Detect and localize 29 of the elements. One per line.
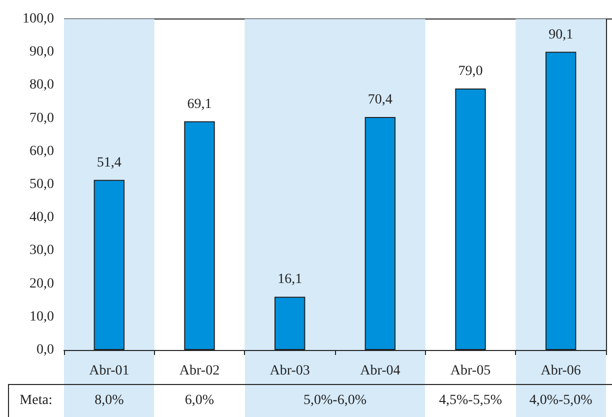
y-tick-label: 70,0 xyxy=(30,110,54,126)
data-label: 79,0 xyxy=(458,64,483,80)
y-tick-label: 10,0 xyxy=(30,309,54,324)
x-tick-label: Abr-02 xyxy=(179,364,220,378)
y-tick-label: 0,0 xyxy=(36,342,54,358)
text: Meta: xyxy=(20,393,52,409)
y-tick-label: 80,0 xyxy=(30,78,54,93)
x-tick-label: Abr-05 xyxy=(450,364,491,378)
text: 4,0%-5,0% xyxy=(529,393,592,409)
x-tick-label: Abr-03 xyxy=(270,364,310,378)
data-label: 70,4 xyxy=(368,92,392,108)
data-label: 16,1 xyxy=(278,272,302,288)
text: 5,0%-6,0% xyxy=(304,393,366,409)
y-tick-label: 100,0 xyxy=(22,12,54,26)
data-label: 90,1 xyxy=(548,27,574,42)
x-tick-label: Abr-01 xyxy=(89,364,130,378)
y-tick-label: 40,0 xyxy=(30,210,54,226)
text: 4,5%-5,5% xyxy=(439,393,502,409)
x-tick-label: Abr-04 xyxy=(360,364,400,378)
y-tick-label: 20,0 xyxy=(30,276,54,292)
data-label: 69,1 xyxy=(187,96,212,112)
y-tick-label: 50,0 xyxy=(30,177,54,192)
x-tick-label: Abr-06 xyxy=(540,364,581,378)
y-tick-label: 60,0 xyxy=(30,144,54,159)
y-tick-label: 30,0 xyxy=(30,243,54,258)
data-label: 51,4 xyxy=(96,155,122,170)
text: 8,0% xyxy=(94,393,124,409)
text: 6,0% xyxy=(184,393,214,409)
y-tick-label: 90,0 xyxy=(30,44,54,60)
